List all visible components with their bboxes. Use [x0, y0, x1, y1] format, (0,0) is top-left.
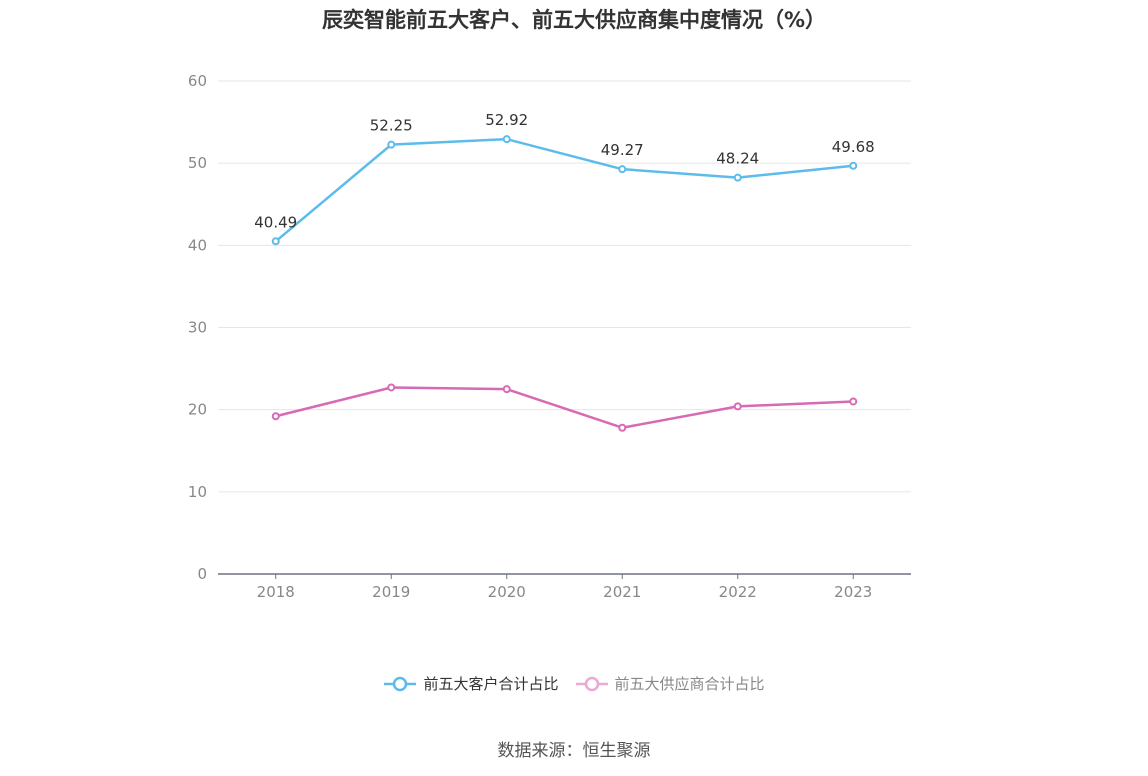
legend-item-customers[interactable]: 前五大客户合计占比	[383, 673, 559, 694]
data-label-customers: 49.68	[832, 138, 875, 156]
legend-marker-customers-icon	[384, 676, 417, 691]
y-tick-label: 30	[188, 319, 207, 337]
data-label-customers: 49.27	[601, 141, 644, 159]
x-tick-label: 2020	[488, 583, 526, 601]
data-point-suppliers	[271, 412, 280, 421]
y-tick-label: 10	[188, 483, 207, 501]
y-tick-label: 60	[188, 72, 207, 90]
data-point-suppliers	[849, 397, 858, 406]
series-line-suppliers	[275, 386, 854, 429]
data-label-customers: 48.24	[716, 150, 759, 168]
x-tick-label: 2018	[257, 583, 295, 601]
data-point-suppliers	[502, 385, 511, 394]
series-line-customers	[274, 137, 854, 243]
x-tick-label: 2019	[372, 583, 410, 601]
data-point-customers	[502, 135, 511, 144]
x-tick-label: 2021	[603, 583, 641, 601]
y-tick-label: 0	[197, 565, 207, 583]
data-source: 数据来源：恒生聚源	[497, 741, 651, 761]
data-point-suppliers	[733, 402, 742, 411]
data-point-customers	[387, 140, 396, 149]
data-label-customers: 40.49	[254, 213, 297, 231]
data-point-customers	[733, 173, 742, 182]
data-label-customers: 52.25	[370, 117, 413, 135]
data-label-customers: 52.92	[485, 111, 528, 129]
chart-title: 辰奕智能前五大客户、前五大供应商集中度情况（%）	[321, 8, 827, 32]
data-point-suppliers	[387, 383, 396, 392]
x-tick-label: 2022	[719, 583, 757, 601]
legend-item-suppliers[interactable]: 前五大供应商合计占比	[575, 673, 765, 694]
legend-label-suppliers: 前五大供应商合计占比	[614, 675, 765, 693]
legend-label-customers: 前五大客户合计占比	[423, 675, 559, 693]
y-tick-label: 40	[188, 236, 207, 254]
y-tick-label: 50	[188, 154, 207, 172]
legend-marker-suppliers-icon	[575, 676, 608, 691]
data-point-customers	[849, 161, 858, 170]
data-point-suppliers	[618, 423, 627, 432]
data-point-customers	[271, 237, 280, 246]
y-tick-label: 20	[188, 401, 207, 419]
data-point-customers	[618, 165, 627, 174]
x-tick-label: 2023	[834, 583, 872, 601]
legend: 前五大客户合计占比 前五大供应商合计占比	[0, 673, 1148, 694]
